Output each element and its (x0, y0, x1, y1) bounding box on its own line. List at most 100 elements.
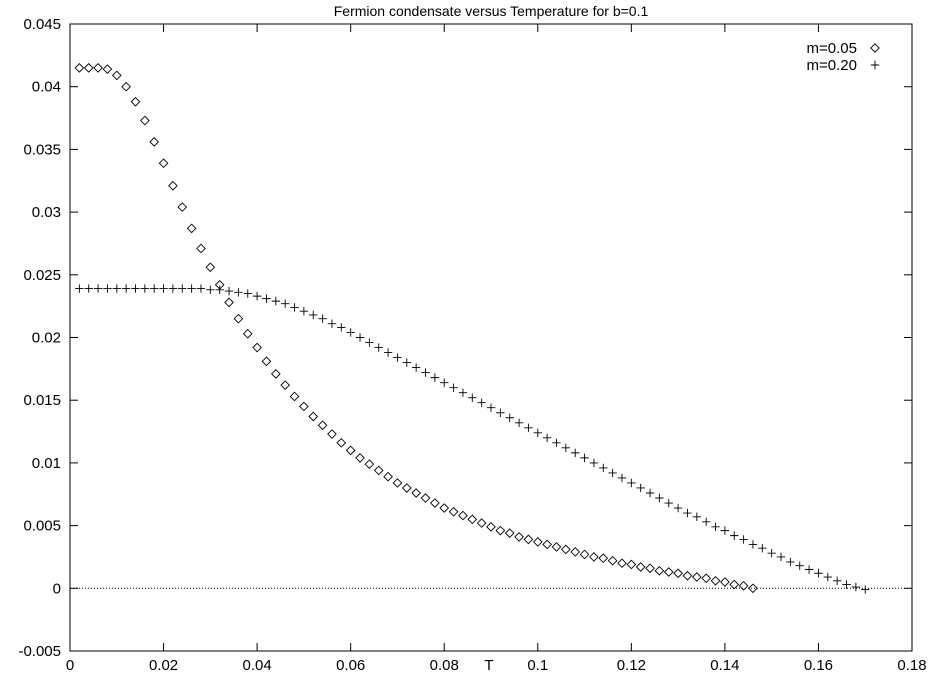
data-point (130, 96, 141, 107)
data-point (607, 555, 618, 566)
data-point (140, 115, 150, 126)
data-point (673, 568, 683, 579)
data-point (682, 570, 693, 581)
data-point (261, 356, 272, 367)
data-point (842, 580, 851, 589)
data-point (627, 478, 636, 488)
y-tick-label: -0.005 (18, 643, 61, 660)
data-point (215, 285, 224, 295)
data-point (420, 493, 431, 503)
data-point (392, 478, 403, 488)
x-tick-label: 0.14 (710, 657, 739, 674)
data-point (168, 284, 178, 293)
data-point (496, 408, 505, 417)
data-point (758, 543, 767, 553)
data-point (720, 526, 730, 535)
x-tick-label: 0.06 (336, 657, 365, 674)
data-point (636, 483, 645, 493)
data-point (327, 429, 337, 439)
data-point (440, 378, 449, 387)
data-point (121, 81, 131, 92)
data-point (710, 575, 721, 586)
data-point (365, 338, 374, 347)
data-point (430, 498, 440, 508)
data-point (683, 508, 692, 518)
data-point (542, 539, 552, 550)
data-point (187, 284, 196, 293)
data-point (449, 383, 458, 392)
y-tick-label: 0.005 (23, 518, 61, 535)
x-axis-label: T (484, 657, 493, 674)
data-point (598, 553, 609, 564)
data-point (673, 503, 683, 513)
data-point (776, 552, 786, 562)
data-point (486, 522, 496, 532)
x-tick-label: 0 (66, 657, 74, 674)
data-point (861, 585, 870, 594)
data-point (196, 243, 206, 254)
x-tick-label: 0.08 (430, 657, 459, 674)
data-point (579, 549, 590, 560)
data-point (571, 448, 580, 458)
data-point (402, 358, 411, 367)
data-point (552, 438, 561, 448)
data-point (570, 547, 581, 557)
data-marks (74, 63, 870, 594)
legend: m=0.05m=0.20 (807, 40, 880, 74)
data-point (401, 483, 412, 493)
data-point (626, 559, 637, 570)
data-point (234, 288, 243, 297)
data-point (337, 323, 346, 332)
data-point (504, 528, 515, 538)
y-tick-label: 0.035 (23, 141, 61, 158)
data-point (131, 284, 140, 293)
y-tick-label: 0.015 (23, 392, 61, 409)
y-tick-label: 0.02 (32, 330, 61, 347)
data-point (345, 445, 356, 456)
data-point (103, 284, 112, 293)
data-point (308, 411, 319, 422)
data-point (224, 286, 234, 296)
x-tick-label: 0.12 (617, 657, 646, 674)
data-point (458, 388, 468, 397)
data-point (730, 531, 739, 540)
data-point (495, 525, 506, 536)
data-point (439, 503, 450, 513)
data-point (93, 284, 103, 293)
data-point (317, 420, 328, 431)
data-point (93, 63, 103, 73)
data-point (336, 437, 347, 448)
data-point (477, 398, 486, 407)
data-point (692, 512, 702, 522)
data-point (701, 573, 712, 584)
data-point (121, 284, 131, 293)
y-tick-label: 0.025 (23, 267, 61, 284)
data-point (645, 563, 655, 574)
data-point (795, 561, 804, 570)
data-point (608, 468, 617, 478)
data-point (374, 343, 383, 352)
data-point (243, 289, 252, 298)
data-point (486, 403, 496, 412)
data-point (599, 463, 608, 473)
data-point (561, 443, 571, 453)
data-point (364, 459, 375, 469)
data-point (205, 262, 216, 273)
data-point (476, 518, 487, 528)
data-point (271, 296, 281, 306)
data-point (739, 535, 748, 544)
y-tick-label: 0.045 (23, 16, 61, 33)
data-point (729, 579, 740, 590)
data-point (851, 582, 861, 592)
data-point (83, 63, 94, 73)
data-point (290, 303, 299, 312)
data-point (514, 532, 524, 542)
data-point (748, 540, 758, 549)
x-tick-label: 0.02 (149, 657, 178, 674)
data-point (748, 583, 758, 594)
data-point (738, 580, 749, 591)
data-point (589, 458, 599, 468)
data-point (280, 380, 291, 390)
data-point (589, 552, 599, 562)
